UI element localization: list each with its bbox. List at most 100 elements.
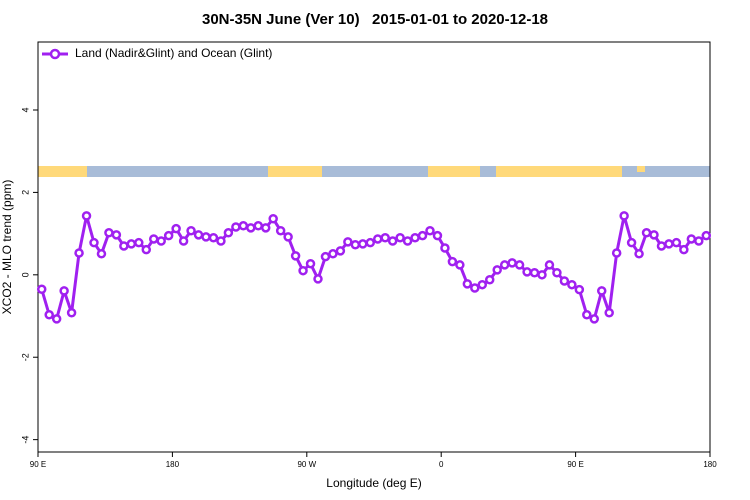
point	[529, 268, 540, 278]
ocean-band	[38, 166, 710, 177]
point	[253, 221, 264, 231]
land-segment	[428, 166, 480, 177]
point	[522, 267, 532, 277]
land-segment	[38, 166, 87, 177]
x-tick-label: 90 E	[30, 460, 46, 469]
point	[74, 248, 84, 258]
point	[268, 214, 278, 224]
point	[455, 260, 465, 270]
point	[126, 239, 137, 249]
point	[417, 230, 428, 241]
point	[59, 286, 69, 296]
x-tick-label: 0	[439, 460, 444, 469]
point	[246, 223, 256, 233]
point	[701, 230, 712, 241]
point	[492, 265, 502, 275]
point	[298, 265, 308, 276]
point	[619, 211, 629, 221]
point	[335, 246, 346, 256]
point	[260, 223, 271, 233]
point	[656, 241, 667, 251]
point	[283, 232, 293, 242]
point	[514, 260, 525, 270]
point	[380, 232, 390, 243]
point	[694, 236, 704, 246]
point	[395, 232, 405, 243]
point	[679, 244, 689, 255]
point	[231, 222, 241, 232]
land-ocean-strip	[38, 166, 710, 177]
point	[216, 236, 226, 246]
point	[358, 239, 368, 249]
point	[328, 249, 338, 259]
point	[664, 239, 674, 249]
point	[51, 314, 62, 324]
point	[156, 236, 166, 246]
point	[387, 236, 398, 246]
x-tick-label: 90 W	[297, 460, 316, 469]
point	[238, 221, 249, 231]
point	[462, 279, 473, 289]
point	[626, 237, 637, 248]
x-tick-label: 90 E	[567, 460, 583, 469]
point	[365, 237, 376, 248]
point	[604, 307, 614, 318]
chart-title: 30N-35N June (Ver 10) 2015-01-01 to 2020…	[202, 11, 548, 28]
point	[89, 237, 99, 248]
point	[343, 237, 353, 247]
point	[44, 310, 54, 320]
point	[559, 276, 570, 286]
y-tick-label: 0	[20, 272, 30, 277]
y-tick-label: -2	[20, 353, 30, 361]
land-segment	[268, 166, 322, 177]
land-segment	[496, 166, 622, 177]
point	[275, 225, 286, 236]
point	[208, 232, 219, 243]
y-tick-label: 4	[20, 107, 30, 112]
point	[66, 307, 77, 318]
point	[544, 260, 555, 270]
point	[193, 230, 204, 240]
point	[163, 230, 174, 241]
point	[447, 256, 458, 267]
point	[223, 228, 234, 238]
point	[552, 268, 562, 278]
plot-frame	[37, 41, 711, 453]
point	[350, 239, 361, 250]
point	[290, 251, 301, 261]
point	[141, 244, 152, 255]
point	[470, 283, 480, 293]
point	[641, 228, 652, 238]
point	[372, 234, 383, 244]
point	[432, 230, 443, 241]
point	[484, 275, 495, 285]
point	[634, 249, 644, 259]
legend-label: Land (Nadir&Glint) and Ocean (Glint)	[75, 46, 272, 60]
series-line	[40, 215, 708, 322]
point	[410, 232, 420, 243]
point	[611, 248, 622, 258]
point	[81, 211, 92, 221]
point	[649, 230, 659, 240]
point	[567, 279, 577, 290]
point	[440, 243, 450, 253]
point	[178, 236, 189, 246]
point	[320, 251, 331, 262]
point	[201, 232, 211, 242]
legend-marker	[49, 48, 61, 60]
point	[589, 314, 600, 324]
point	[104, 228, 114, 238]
point	[671, 237, 682, 248]
point	[36, 284, 47, 294]
land-segment	[637, 166, 645, 172]
point	[313, 274, 323, 284]
point	[402, 236, 413, 246]
point	[148, 234, 159, 244]
point	[111, 230, 122, 240]
point	[96, 249, 107, 259]
point	[477, 279, 488, 290]
x-tick-label: 180	[166, 460, 180, 469]
point	[574, 284, 585, 295]
point	[582, 310, 592, 320]
